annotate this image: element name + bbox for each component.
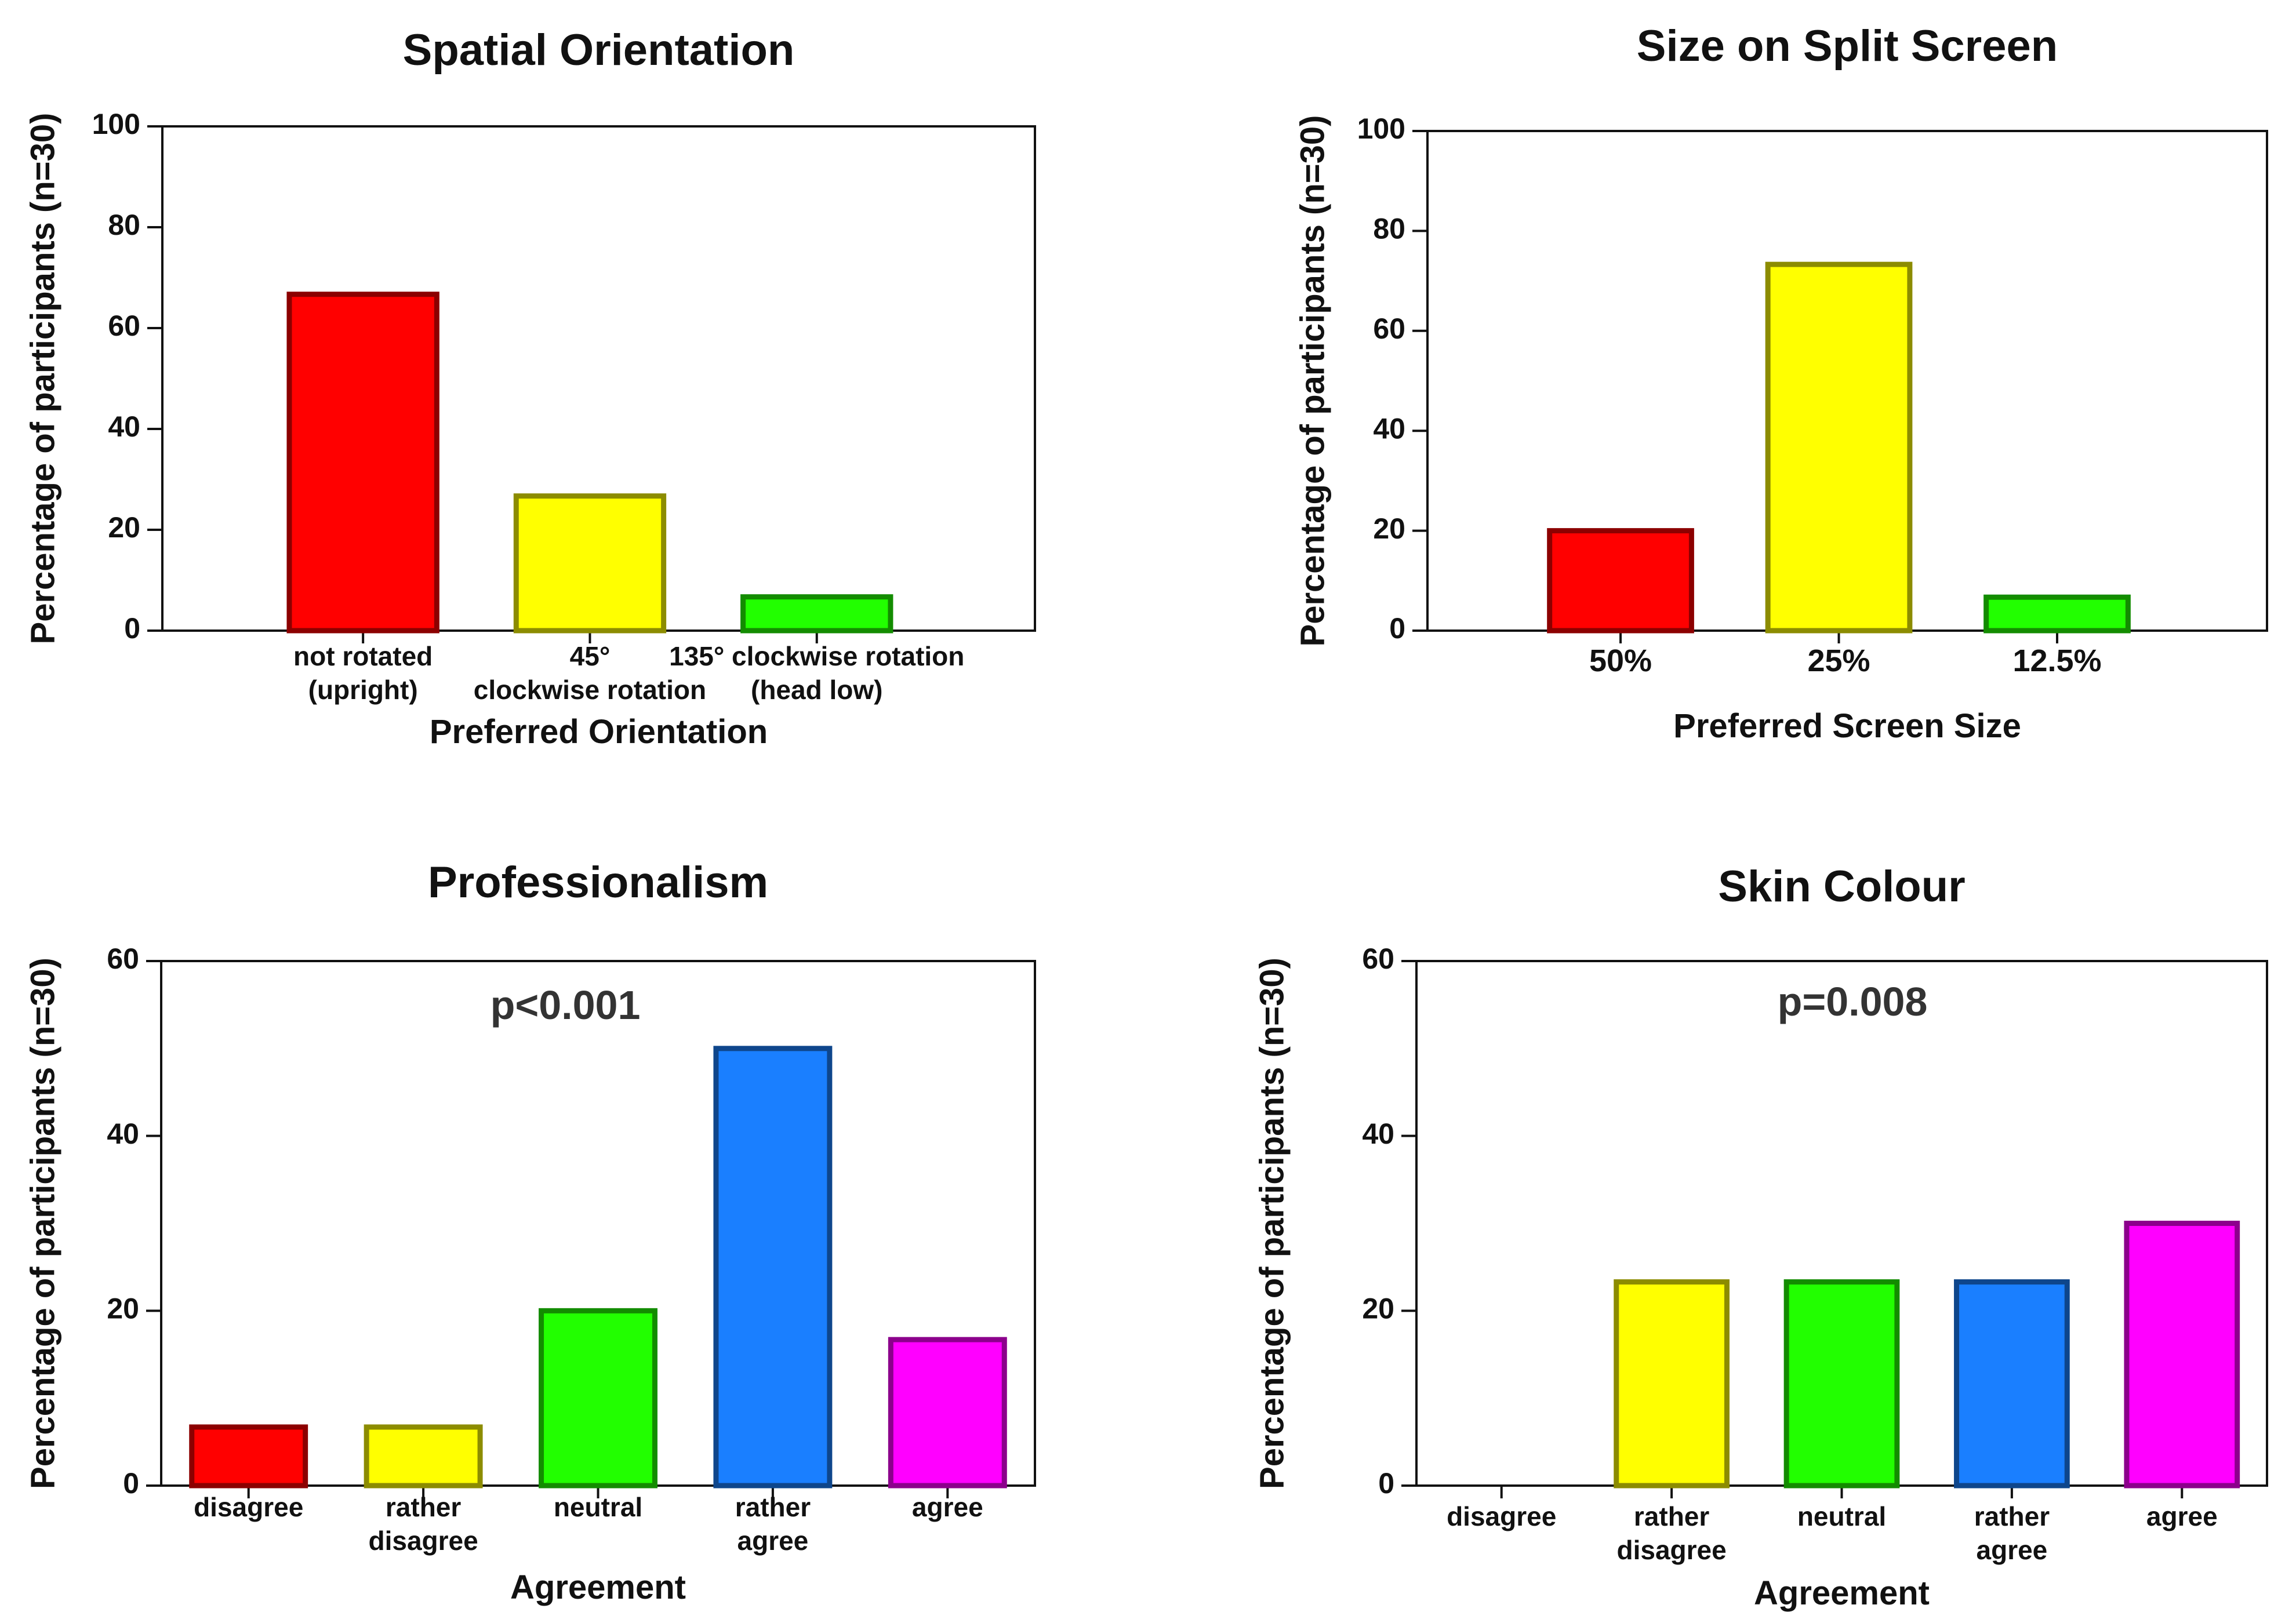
x-category-label: clockwise rotation: [474, 675, 706, 705]
x-category-label: 135° clockwise rotation: [669, 641, 964, 671]
y-tick-label: 40: [1373, 412, 1405, 445]
x-category-label: rather: [1974, 1501, 2050, 1531]
y-tick-label: 0: [124, 612, 140, 645]
x-category-label: (upright): [308, 675, 418, 705]
x-category-label: neutral: [554, 1492, 642, 1522]
y-axis-label: Percentage of participants (n=30): [24, 113, 61, 645]
x-category-label: disagree: [1616, 1535, 1726, 1565]
bar-3: [740, 594, 893, 634]
x-category-label: (head low): [751, 675, 882, 705]
chart-title: Skin Colour: [1718, 862, 1965, 911]
bar-2: [513, 493, 667, 634]
y-tick-label: 60: [1373, 312, 1405, 345]
x-category-label: disagree: [194, 1492, 303, 1522]
x-category-label: neutral: [1797, 1501, 1886, 1531]
chart-panel-4: Skin Colour Percentage of participants (n…: [1253, 862, 2268, 1612]
x-category-label: agree: [912, 1492, 983, 1522]
y-tick-label: 40: [1362, 1118, 1394, 1150]
bar-5: [2124, 1221, 2240, 1489]
y-tick-label: 20: [1362, 1293, 1394, 1325]
y-tick-label: 40: [107, 1118, 139, 1150]
x-category-label: 45°: [570, 641, 611, 671]
x-axis-label: Agreement: [510, 1569, 686, 1606]
p-value-annotation: p<0.001: [491, 982, 641, 1028]
y-tick-label: 0: [123, 1467, 139, 1500]
x-category-label: disagree: [1447, 1501, 1556, 1531]
x-category-label: agree: [1977, 1535, 2048, 1565]
x-category-label: disagree: [368, 1526, 478, 1556]
x-category-label: rather: [1634, 1501, 1709, 1531]
y-tick-label: 20: [108, 511, 140, 544]
x-category-label: rather: [735, 1492, 811, 1522]
bar-2: [1765, 261, 1913, 634]
p-value-annotation: p=0.008: [1778, 979, 1928, 1024]
bar-2: [1614, 1279, 1730, 1489]
bar-1: [1547, 528, 1694, 634]
chart-title: Professionalism: [428, 858, 768, 907]
x-category-label: 12.5%: [2012, 643, 2101, 678]
bar-1: [286, 292, 439, 634]
x-axis-label: Preferred Screen Size: [1673, 707, 2021, 745]
bar-3: [1983, 594, 2131, 634]
x-axis-label: Preferred Orientation: [430, 713, 768, 751]
y-tick-label: 100: [92, 108, 140, 140]
x-category-label: agree: [738, 1526, 809, 1556]
chart-title: Spatial Orientation: [403, 26, 795, 75]
y-axis-label: Percentage of participants (n=30): [1253, 958, 1291, 1489]
y-tick-label: 0: [1378, 1467, 1394, 1500]
y-axis-label: Percentage of participants (n=30): [24, 958, 61, 1489]
bar-3: [539, 1308, 657, 1489]
x-category-label: rather: [386, 1492, 461, 1522]
x-category-label: 50%: [1589, 643, 1652, 678]
y-tick-label: 80: [1373, 213, 1405, 245]
bar-1: [189, 1424, 308, 1489]
y-tick-label: 80: [108, 209, 140, 241]
y-tick-label: 100: [1357, 112, 1405, 145]
chart-panel-1: Spatial Orientation Percentage of partici…: [24, 26, 1036, 751]
bar-3: [1783, 1279, 1900, 1489]
y-tick-label: 60: [107, 942, 139, 975]
bar-5: [888, 1337, 1007, 1489]
x-category-label: not rotated: [293, 641, 433, 671]
y-tick-label: 40: [108, 410, 140, 443]
y-tick-label: 0: [1389, 612, 1405, 645]
y-axis-label: Percentage of participants (n=30): [1294, 115, 1331, 647]
bar-4: [1954, 1279, 2070, 1489]
x-category-label: agree: [2146, 1501, 2218, 1531]
bar-4: [713, 1046, 833, 1489]
y-tick-label: 20: [107, 1293, 139, 1325]
y-tick-label: 20: [1373, 512, 1405, 545]
y-tick-label: 60: [108, 310, 140, 342]
chart-panel-3: Professionalism Percentage of participant…: [24, 858, 1036, 1606]
x-axis-label: Agreement: [1754, 1574, 1930, 1612]
x-category-label: 25%: [1807, 643, 1870, 678]
chart-panel-2: Size on Split Screen Percentage of partic…: [1294, 21, 2268, 745]
bar-2: [364, 1424, 483, 1489]
y-tick-label: 60: [1362, 942, 1394, 975]
chart-title: Size on Split Screen: [1637, 21, 2058, 71]
